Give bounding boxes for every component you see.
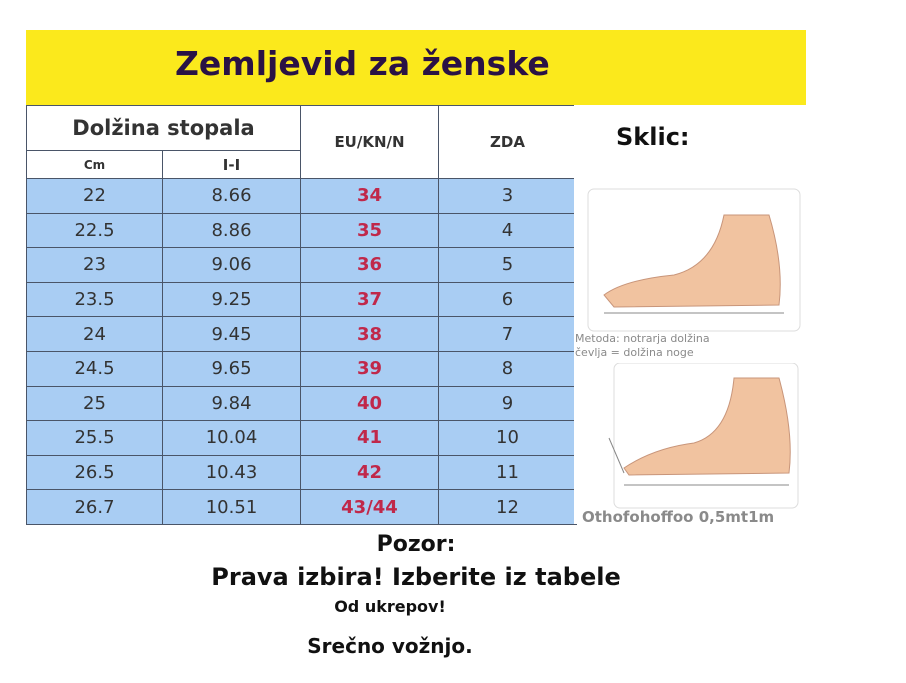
cell-us: 3 [438,178,577,214]
cell-inch: 9.65 [162,350,301,387]
cell-cm: 25.5 [26,420,163,456]
table-row: 22.5 8.86 35 4 [26,212,577,249]
cell-cm: 22 [26,178,163,214]
cell-eu: 42 [300,454,439,491]
cell-cm: 23.5 [26,281,163,318]
cell-inch: 8.66 [162,178,301,214]
cell-eu: 41 [300,420,439,456]
instruction-text: Prava izbira! Izberite iz tabele [211,563,621,591]
table-row: 22 8.66 34 3 [26,178,577,214]
closing-text: Srečno vožnjo. [307,634,473,658]
cell-us: 5 [438,247,577,283]
cell-inch: 9.84 [162,385,301,422]
cell-eu: 37 [300,281,439,318]
cell-us: 6 [438,281,577,318]
cell-cm: 25 [26,385,163,422]
cell-cm: 26.7 [26,489,163,525]
table-row: 23.5 9.25 37 6 [26,281,577,318]
inch-header: I-I [162,150,301,179]
cell-eu: 38 [300,316,439,352]
cell-inch: 10.43 [162,454,301,491]
cell-us: 10 [438,420,577,456]
cell-inch: 9.45 [162,316,301,352]
foot-length-header: Dolžina stopala [26,105,301,151]
table-row: 24.5 9.65 39 8 [26,350,577,387]
foot-illustration-bottom-icon [608,363,799,509]
attention-text: Pozor: [376,532,456,557]
size-table: Dolžina stopala EU/KN/N ZDA Cm I-I 22 8.6… [26,105,577,525]
cell-eu: 35 [300,212,439,249]
cell-us: 11 [438,454,577,491]
reference-panel: Sklic: Metoda: notrarja dolžina čevlja = … [574,105,806,526]
cell-eu: 39 [300,350,439,387]
cell-eu: 34 [300,178,439,214]
cell-us: 8 [438,350,577,387]
us-header: ZDA [438,105,577,179]
page-title: Zemljevid za ženske [175,44,550,83]
cell-inch: 9.25 [162,281,301,318]
table-row: 26.5 10.43 42 11 [26,454,577,491]
cell-inch: 8.86 [162,212,301,249]
cell-inch: 9.06 [162,247,301,283]
cm-header: Cm [26,150,163,179]
table-row: 24 9.45 38 7 [26,316,577,352]
cell-cm: 23 [26,247,163,283]
cell-cm: 24 [26,316,163,352]
cell-cm: 24.5 [26,350,163,387]
cell-eu: 36 [300,247,439,283]
table-row: 23 9.06 36 5 [26,247,577,283]
cell-us: 9 [438,385,577,422]
table-row: 25.5 10.04 41 10 [26,420,577,456]
cell-us: 4 [438,212,577,249]
cell-eu: 40 [300,385,439,422]
cell-eu: 43/44 [300,489,439,525]
cell-us: 7 [438,316,577,352]
table-row: 25 9.84 40 9 [26,385,577,422]
cell-cm: 22.5 [26,212,163,249]
cell-cm: 26.5 [26,454,163,491]
cell-us: 12 [438,489,577,525]
method-caption: Metoda: notrarja dolžina čevlja = dolžina… [575,332,710,359]
eu-header: EU/KN/N [300,105,439,179]
table-row: 26.7 10.51 43/44 12 [26,489,577,525]
foot-illustration-top-icon [587,188,801,332]
instruction-sub-text: Od ukrepov! [334,597,446,616]
cell-inch: 10.04 [162,420,301,456]
cell-inch: 10.51 [162,489,301,525]
reference-label: Sklic: [616,123,690,151]
tolerance-caption: Othofohoffoo 0,5mt1m [582,508,775,526]
